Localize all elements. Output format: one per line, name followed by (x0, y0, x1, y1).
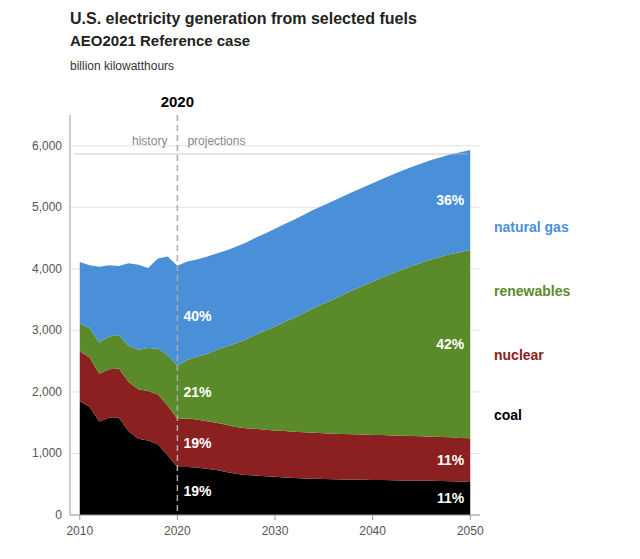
x-tick (275, 515, 276, 520)
legend-entry: renewables (494, 283, 570, 299)
x-tick-label: 2010 (66, 524, 93, 538)
legend-entry: natural gas (494, 219, 569, 235)
x-tick-label: 2020 (164, 524, 191, 538)
x-tick-label: 2040 (359, 524, 386, 538)
grid (70, 146, 480, 515)
x-tick (372, 515, 373, 520)
title: U.S. electricity generation from selecte… (70, 10, 417, 27)
y-tick-label: 4,000 (32, 262, 62, 276)
share-label: 19% (183, 435, 212, 451)
subtitle: AEO2021 Reference case (70, 32, 250, 49)
x-tick (79, 515, 80, 520)
y-axis-label: billion kilowatthours (70, 59, 174, 73)
legend-entry: nuclear (494, 347, 544, 363)
region-label: projections (187, 134, 245, 148)
x-tick (177, 515, 178, 520)
share-label: 40% (183, 308, 212, 324)
share-label: 19% (183, 483, 212, 499)
share-label: 36% (436, 192, 465, 208)
areas (80, 150, 470, 515)
divider-label: 2020 (161, 93, 194, 110)
y-tick-label: 1,000 (32, 446, 62, 460)
share-label: 11% (437, 452, 465, 468)
share-label: 21% (183, 384, 212, 400)
y-tick-label: 3,000 (32, 323, 62, 337)
y-tick-label: 6,000 (32, 139, 62, 153)
x-tick (470, 515, 471, 520)
share-label: 11% (437, 490, 465, 506)
divider-line (177, 115, 179, 515)
x-tick-label: 2050 (457, 524, 484, 538)
legend-entry: coal (494, 407, 522, 423)
y-tick-label: 0 (55, 508, 62, 522)
y-tick-label: 2,000 (32, 385, 62, 399)
y-tick-label: 5,000 (32, 200, 62, 214)
share-label: 42% (436, 336, 465, 352)
region-label: history (132, 134, 167, 148)
area (80, 150, 470, 365)
separator-line (74, 154, 468, 155)
chart: U.S. electricity generation from selecte… (0, 0, 640, 559)
y-axis-line (70, 115, 71, 515)
x-tick-label: 2030 (262, 524, 289, 538)
